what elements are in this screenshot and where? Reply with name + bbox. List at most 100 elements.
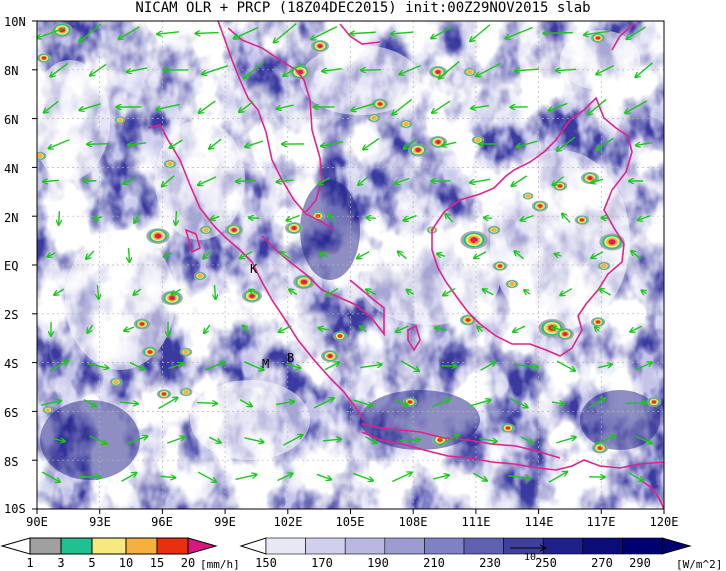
wind-arrow	[480, 362, 496, 371]
wind-arrow	[594, 436, 615, 445]
wind-arrow	[366, 218, 376, 219]
wind-arrow	[94, 217, 103, 220]
rain-cell	[500, 423, 516, 433]
wind-arrow	[236, 181, 257, 182]
wind-arrow	[329, 214, 336, 223]
rain-cell	[487, 225, 501, 235]
wind-arrow	[319, 328, 330, 330]
rain-cell	[531, 200, 549, 212]
wind-arrow	[214, 284, 215, 299]
x-label-93e: 93E	[89, 515, 111, 529]
wind-arrow	[316, 473, 331, 479]
wind-arrow	[483, 289, 494, 296]
wind-arrow	[318, 177, 331, 185]
wind-arrow	[234, 26, 259, 38]
rain-cell	[597, 261, 611, 271]
wind-arrow	[626, 26, 647, 39]
wind-arrow	[351, 102, 375, 110]
wind-arrow	[124, 327, 135, 331]
wind-arrow	[635, 436, 652, 444]
rain-cell	[321, 350, 339, 362]
rain-cell	[179, 387, 193, 397]
wind-arrow	[244, 361, 263, 370]
olr-tick-170: 170	[311, 556, 333, 570]
olr-tick-270: 270	[591, 556, 613, 570]
map-label-k: K	[250, 262, 258, 276]
olr-tick-230: 230	[479, 556, 501, 570]
wind-arrow	[54, 288, 65, 295]
y-label-6s: 6S	[4, 406, 18, 420]
wind-arrow	[204, 324, 211, 333]
wind-arrow	[285, 363, 301, 368]
wind-arrow	[239, 101, 254, 112]
x-label-120e: 120E	[650, 515, 679, 529]
wind-arrow	[121, 473, 137, 482]
wind-arrow	[204, 362, 225, 371]
rain-cell	[311, 40, 329, 52]
wind-arrow	[197, 471, 216, 482]
wind-arrow	[170, 139, 183, 148]
wind-arrow	[361, 70, 382, 71]
wind-arrow	[289, 289, 298, 296]
wind-arrow	[275, 401, 294, 406]
rain-cell	[505, 279, 519, 289]
olr-color-box	[344, 537, 386, 555]
rain-cell	[522, 192, 534, 200]
wind-arrow	[517, 140, 538, 147]
wind-arrow	[520, 436, 533, 443]
wind-arrow	[133, 288, 142, 295]
wind-arrow	[84, 181, 97, 182]
rain-cell	[460, 231, 488, 249]
x-label-114e: 114E	[525, 515, 554, 529]
wind-arrow	[432, 100, 451, 113]
wind-arrow	[596, 64, 615, 75]
olr-tick-210: 210	[423, 556, 445, 570]
wind-arrow	[243, 326, 250, 333]
rain-cell	[293, 274, 315, 290]
rain-cell	[429, 66, 447, 78]
wind-arrow	[516, 365, 538, 368]
wind-arrow	[445, 214, 454, 223]
wind-arrow	[514, 251, 525, 260]
wind-arrow	[196, 403, 217, 404]
wind-arrow	[407, 290, 414, 295]
wind-arrow	[87, 324, 94, 333]
map-title: NICAM OLR + PRCP (18Z04DEC2015) init:00Z…	[135, 0, 591, 16]
wind-arrow	[551, 402, 564, 404]
y-label-eq: EQ	[4, 259, 18, 273]
wind-arrow	[366, 289, 377, 296]
wind-arrow	[549, 102, 568, 110]
wind-arrow	[391, 32, 414, 34]
wind-arrow	[400, 360, 419, 371]
wind-arrow	[591, 179, 604, 182]
rain-cell	[408, 143, 428, 157]
wind-arrow	[631, 251, 642, 260]
wind-arrow	[628, 472, 643, 481]
wind-arrow	[126, 436, 148, 445]
wind-arrow	[49, 138, 70, 149]
map-label-m: M	[262, 357, 269, 371]
wind-arrow	[195, 33, 219, 34]
wind-arrow	[630, 325, 643, 332]
rain-cell	[590, 33, 606, 43]
rain-cell	[463, 67, 477, 77]
prcp-unit: [mm/h]	[200, 558, 240, 571]
rain-cell	[581, 172, 599, 184]
wind-arrow	[235, 475, 256, 481]
wind-arrow	[521, 214, 534, 221]
wind-arrow	[597, 364, 612, 367]
x-label-90e: 90E	[26, 515, 48, 529]
wind-arrow	[399, 440, 420, 441]
wind-arrow	[40, 401, 61, 406]
coastlines	[147, 21, 664, 509]
wind-arrow	[395, 399, 408, 406]
wind-arrow	[172, 288, 181, 294]
wind-arrow	[360, 364, 381, 369]
wind-arrow	[470, 24, 491, 42]
wind-arrow	[398, 251, 407, 260]
wind-arrow	[353, 399, 373, 406]
wind-arrow	[513, 325, 526, 332]
rain-cell	[179, 347, 193, 357]
rain-cell	[471, 135, 485, 145]
y-label-2n: 2N	[4, 211, 18, 225]
